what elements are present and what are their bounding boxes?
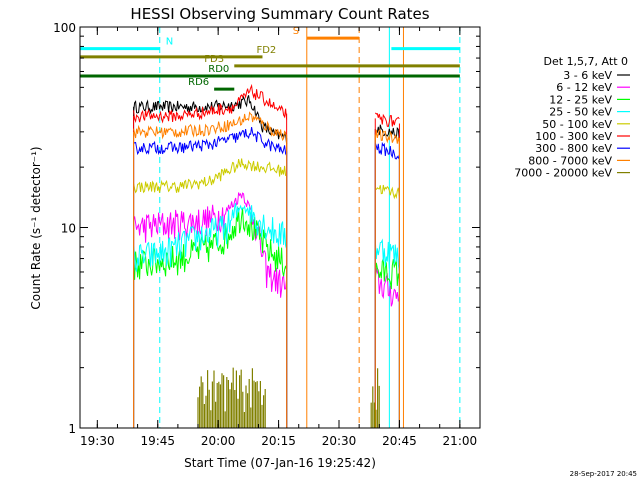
legend-label-9: 7000 - 20000 keV xyxy=(514,167,612,180)
flag-label-fd2: FD2 xyxy=(256,45,276,56)
y-tick-label-1: 1 xyxy=(68,422,76,436)
y-tick-label-3: 100 xyxy=(53,21,76,35)
series-line-6-2 xyxy=(374,112,400,128)
x-tick-label-2: 19:45 xyxy=(140,434,175,448)
series-line-5-2 xyxy=(375,184,400,200)
x-tick-label-1: 19:30 xyxy=(80,434,115,448)
x-tick-label-3: 20:00 xyxy=(201,434,236,448)
legend-label-7: 300 - 800 keV xyxy=(535,142,612,155)
flag-label-n: N xyxy=(166,37,173,48)
series-line-7-2 xyxy=(374,141,400,160)
y-axis: 1 10 100 xyxy=(53,21,480,436)
x-tick-label-7: 21:00 xyxy=(443,434,478,448)
legend-label-8: 800 - 7000 keV xyxy=(528,154,612,167)
series-line-8-2 xyxy=(374,129,400,144)
legend-label-6: 100 - 300 keV xyxy=(535,130,612,143)
series-line-6-1 xyxy=(133,83,288,124)
legend-label-3: 12 - 25 keV xyxy=(549,93,612,106)
flag-label-rd6: RD6 xyxy=(188,77,209,88)
series-4 xyxy=(133,202,400,428)
series-8 xyxy=(133,111,400,428)
chart-title: HESSI Observing Summary Count Rates xyxy=(130,5,429,23)
series-line-7-1 xyxy=(133,127,288,156)
flag-label-s: S xyxy=(293,26,299,37)
x-axis: 19:30 19:45 20:00 20:15 20:30 20:45 21:00 xyxy=(80,27,477,448)
legend-label-1: 3 - 6 keV xyxy=(563,69,612,82)
series-line-4-2 xyxy=(374,238,400,271)
y-axis-label: Count Rate (s⁻¹ detector⁻¹) xyxy=(29,146,43,309)
series-9 xyxy=(197,367,380,428)
x-tick-label-6: 20:45 xyxy=(382,434,417,448)
series-line-9-2 xyxy=(370,368,380,428)
legend-label-2: 6 - 12 keV xyxy=(556,81,612,94)
x-tick-label-5: 20:30 xyxy=(322,434,357,448)
legend-title: Det 1,5,7, Att 0 xyxy=(544,55,628,68)
series-line-2-1 xyxy=(133,192,288,298)
x-tick-label-4: 20:15 xyxy=(261,434,296,448)
x-axis-label: Start Time (07-Jan-16 19:25:42) xyxy=(184,456,376,470)
series-line-4-1 xyxy=(133,202,288,272)
series-line-3-2 xyxy=(374,258,400,290)
footer-timestamp: 28-Sep-2017 20:45 xyxy=(570,470,637,478)
flag-label-rd0: RD0 xyxy=(208,64,229,75)
series-line-9-1 xyxy=(197,367,266,428)
series-line-5-1 xyxy=(133,158,287,194)
flag-label-fd3: FD3 xyxy=(204,54,224,65)
legend-label-5: 50 - 100 keV xyxy=(542,118,612,131)
series-line-8-1 xyxy=(133,111,287,142)
legend-label-4: 25 - 50 keV xyxy=(549,106,612,119)
y-tick-label-2: 10 xyxy=(61,222,76,236)
